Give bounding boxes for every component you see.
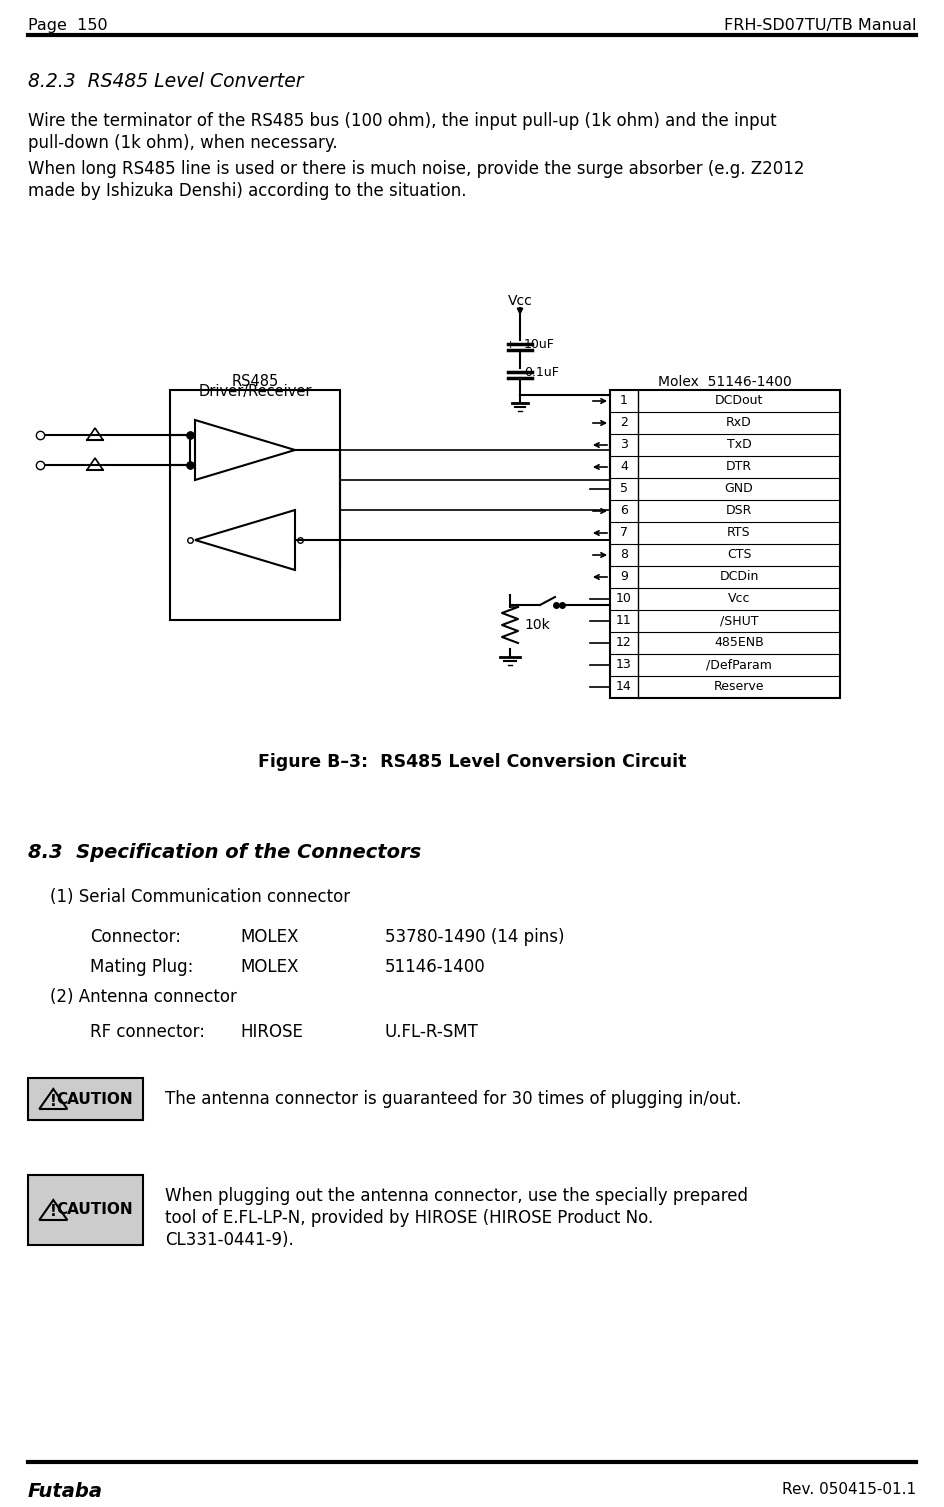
Text: The antenna connector is guaranteed for 30 times of plugging in/out.: The antenna connector is guaranteed for … (165, 1090, 741, 1108)
Text: 6: 6 (620, 505, 628, 517)
Text: DSR: DSR (726, 505, 752, 517)
Text: RTS: RTS (727, 526, 750, 540)
Polygon shape (40, 1090, 67, 1109)
Text: CAUTION: CAUTION (57, 1091, 133, 1106)
Text: Vcc: Vcc (508, 294, 532, 307)
Bar (610, 390, 840, 698)
Text: RS485: RS485 (231, 374, 278, 389)
Text: U.FL-R-SMT: U.FL-R-SMT (385, 1023, 479, 1041)
Text: Futaba: Futaba (28, 1481, 103, 1501)
Text: !: ! (50, 1204, 57, 1219)
Text: !: ! (50, 1094, 57, 1109)
Text: Driver/Receiver: Driver/Receiver (198, 384, 312, 399)
Text: 10uF: 10uF (524, 338, 555, 351)
Text: Rev. 050415-01.1: Rev. 050415-01.1 (782, 1481, 916, 1496)
Text: 12: 12 (616, 636, 632, 650)
Text: (2) Antenna connector: (2) Antenna connector (50, 989, 237, 1007)
Text: RxD: RxD (726, 416, 751, 429)
Text: 8.3  Specification of the Connectors: 8.3 Specification of the Connectors (28, 842, 421, 862)
Text: CL331-0441-9).: CL331-0441-9). (165, 1231, 294, 1249)
Text: 0.1uF: 0.1uF (524, 366, 559, 378)
Text: 10: 10 (616, 592, 632, 606)
Text: TxD: TxD (727, 439, 751, 452)
Text: DCDout: DCDout (715, 395, 763, 407)
Text: 4: 4 (620, 461, 628, 473)
Text: MOLEX: MOLEX (240, 928, 298, 946)
Text: 3: 3 (620, 439, 628, 452)
Text: CAUTION: CAUTION (57, 1203, 133, 1218)
Text: HIROSE: HIROSE (240, 1023, 303, 1041)
Text: When long RS485 line is used or there is much noise, provide the surge absorber : When long RS485 line is used or there is… (28, 160, 804, 178)
Text: +: + (506, 341, 515, 350)
Text: 7: 7 (620, 526, 628, 540)
Text: 9: 9 (620, 571, 628, 583)
Text: Reserve: Reserve (714, 681, 765, 693)
Text: pull-down (1k ohm), when necessary.: pull-down (1k ohm), when necessary. (28, 134, 338, 152)
Text: 1: 1 (620, 395, 628, 407)
Text: DTR: DTR (726, 461, 752, 473)
Text: made by Ishizuka Denshi) according to the situation.: made by Ishizuka Denshi) according to th… (28, 182, 466, 200)
Text: 485ENB: 485ENB (714, 636, 764, 650)
Text: DCDin: DCDin (719, 571, 759, 583)
Bar (28, 1078, 143, 1120)
Text: 8: 8 (620, 549, 628, 562)
Text: 11: 11 (616, 615, 632, 627)
Text: (1) Serial Communication connector: (1) Serial Communication connector (50, 888, 350, 906)
Text: Mating Plug:: Mating Plug: (90, 958, 194, 977)
Text: 53780-1490 (14 pins): 53780-1490 (14 pins) (385, 928, 565, 946)
Text: GND: GND (725, 482, 753, 496)
Text: Vcc: Vcc (728, 592, 750, 606)
Text: 8.2.3  RS485 Level Converter: 8.2.3 RS485 Level Converter (28, 72, 304, 90)
Text: Figure B–3:  RS485 Level Conversion Circuit: Figure B–3: RS485 Level Conversion Circu… (258, 754, 686, 772)
Text: tool of E.FL-LP-N, provided by HIROSE (HIROSE Product No.: tool of E.FL-LP-N, provided by HIROSE (H… (165, 1209, 653, 1227)
Bar (28, 1175, 143, 1245)
Text: /DefParam: /DefParam (706, 659, 772, 672)
Text: MOLEX: MOLEX (240, 958, 298, 977)
Text: Connector:: Connector: (90, 928, 181, 946)
Text: Molex  51146-1400: Molex 51146-1400 (658, 375, 792, 389)
Text: When plugging out the antenna connector, use the specially prepared: When plugging out the antenna connector,… (165, 1188, 748, 1206)
Text: 51146-1400: 51146-1400 (385, 958, 486, 977)
Text: 2: 2 (620, 416, 628, 429)
Text: FRH-SD07TU/TB Manual: FRH-SD07TU/TB Manual (723, 18, 916, 33)
Text: Page  150: Page 150 (28, 18, 108, 33)
Text: Wire the terminator of the RS485 bus (100 ohm), the input pull-up (1k ohm) and t: Wire the terminator of the RS485 bus (10… (28, 112, 777, 130)
Text: 14: 14 (616, 681, 632, 693)
Text: 10k: 10k (524, 618, 549, 631)
Bar (170, 390, 340, 619)
Text: CTS: CTS (727, 549, 751, 562)
Text: /SHUT: /SHUT (719, 615, 758, 627)
Polygon shape (40, 1200, 67, 1221)
Text: 13: 13 (616, 659, 632, 672)
Text: RF connector:: RF connector: (90, 1023, 205, 1041)
Text: 5: 5 (620, 482, 628, 496)
